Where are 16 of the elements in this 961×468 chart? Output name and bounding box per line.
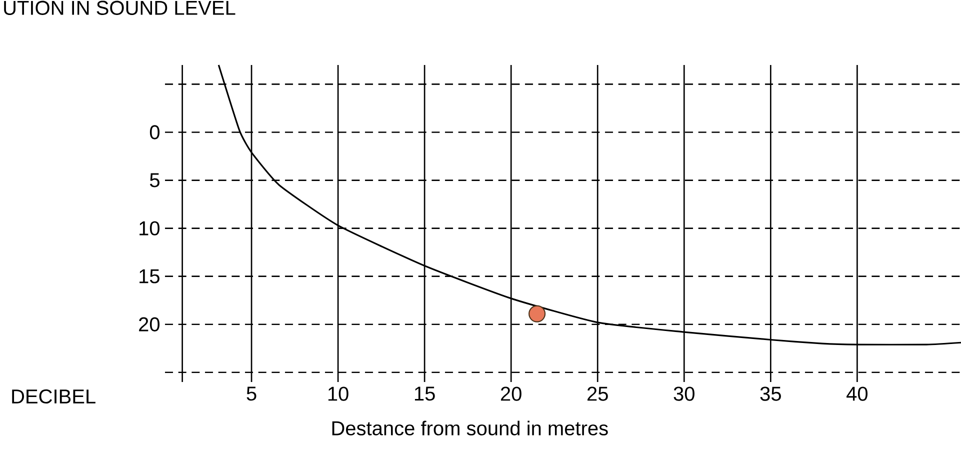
- x-tick-label: 35: [760, 386, 781, 401]
- x-tick-label: 20: [500, 386, 522, 401]
- y-axis-title: DECIBEL: [12, 389, 96, 404]
- x-axis-title: Destance from sound in metres: [332, 420, 608, 436]
- x-tick-label: 25: [587, 386, 608, 401]
- x-tick-label: 5: [246, 386, 256, 401]
- x-tick-label: 30: [674, 386, 694, 401]
- x-tick-label: 15: [414, 386, 435, 401]
- y-tick-label: 0: [150, 125, 160, 140]
- x-tick-label: 10: [328, 386, 348, 401]
- chart-title: UTION IN SOUND LEVEL: [4, 0, 236, 15]
- y-tick-label: 20: [139, 317, 160, 332]
- y-tick-label: 10: [140, 221, 160, 236]
- y-tick-label: 15: [140, 269, 160, 284]
- x-tick-label: 40: [846, 386, 868, 401]
- y-tick-label: 5: [150, 173, 160, 188]
